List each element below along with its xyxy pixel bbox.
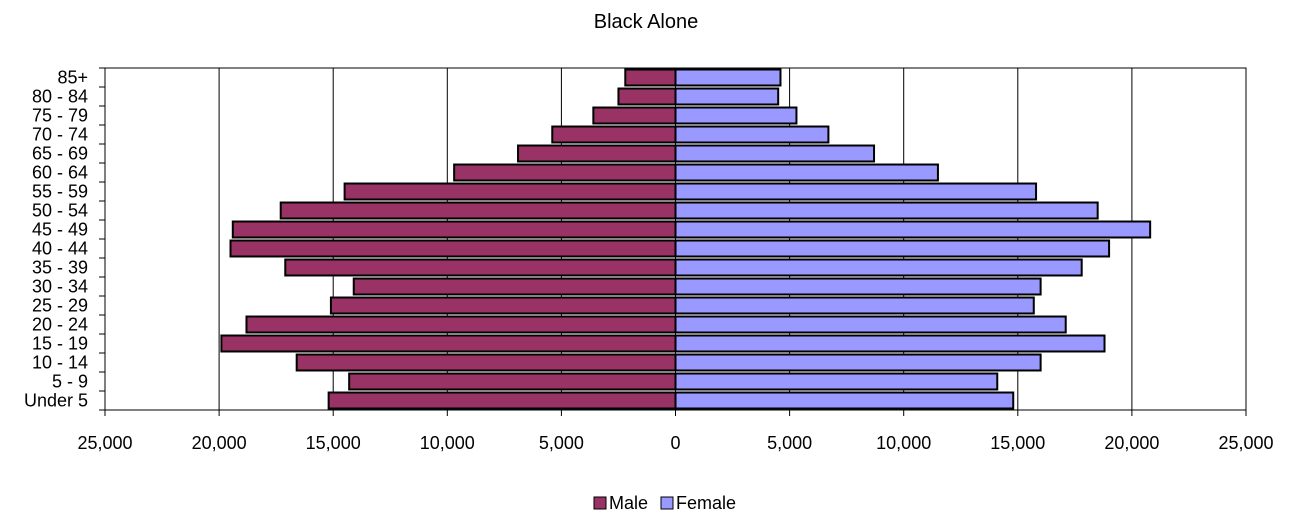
bar-male: [329, 296, 677, 315]
bar-male: [551, 125, 677, 144]
x-tick-label: 10,000: [420, 433, 475, 453]
y-tick-label: 60 - 64: [32, 163, 88, 183]
gridlines: [218, 68, 1133, 410]
x-tick-label: 15,000: [306, 433, 361, 453]
bar-female: [674, 125, 830, 144]
y-tick-label: 5 - 9: [52, 372, 88, 392]
bar-female: [674, 182, 1038, 201]
y-tick-label: 40 - 44: [32, 239, 88, 259]
bar-female: [674, 334, 1106, 353]
y-tick-label: 85+: [57, 68, 88, 88]
y-tick-label: 55 - 59: [32, 182, 88, 202]
bar-male: [617, 87, 677, 106]
bar-female: [674, 296, 1035, 315]
y-tick-label: 25 - 29: [32, 296, 88, 316]
legend-swatch-female: [660, 496, 674, 510]
bars: [220, 68, 1152, 410]
y-tick-label: 20 - 24: [32, 315, 88, 335]
bar-female: [674, 163, 939, 182]
bar-male: [327, 391, 677, 410]
bar-male: [352, 277, 677, 296]
legend: Male Female: [593, 493, 736, 513]
y-tick-label: 10 - 14: [32, 353, 88, 373]
bar-female: [674, 315, 1067, 334]
y-tick-label: 65 - 69: [32, 144, 88, 164]
bar-female: [674, 144, 876, 163]
bar-female: [674, 372, 999, 391]
bar-male: [624, 68, 677, 87]
bar-male: [279, 201, 677, 220]
bar-male: [231, 220, 677, 239]
bar-male: [453, 163, 677, 182]
bar-female: [674, 68, 782, 87]
bar-male: [517, 144, 677, 163]
bar-male: [592, 106, 677, 125]
x-axis-labels: 25,000 20,000 15,000 10,000 5,000 0 5,000 10,00…: [77, 410, 1274, 453]
bar-female: [674, 87, 780, 106]
bar-male: [220, 334, 677, 353]
bar-female: [674, 239, 1111, 258]
bar-male: [343, 182, 677, 201]
y-tick-label: 35 - 39: [32, 258, 88, 278]
x-tick-label: 20,000: [1104, 433, 1159, 453]
x-tick-label: 25,000: [1218, 433, 1273, 453]
x-tick-label: 5,000: [539, 433, 584, 453]
bar-male: [245, 315, 677, 334]
y-tick-label: 80 - 84: [32, 87, 88, 107]
bar-male: [348, 372, 677, 391]
y-tick-label: Under 5: [24, 391, 88, 411]
legend-swatch-male: [593, 496, 607, 510]
y-tick-label: 75 - 79: [32, 106, 88, 126]
bar-male: [284, 258, 677, 277]
y-tick-label: 50 - 54: [32, 201, 88, 221]
legend-label-female: Female: [676, 493, 736, 513]
y-tick-label: 15 - 19: [32, 334, 88, 354]
bar-male: [229, 239, 677, 258]
x-tick-label: 20,000: [192, 433, 247, 453]
bar-female: [674, 353, 1042, 372]
y-tick-label: 45 - 49: [32, 220, 88, 240]
bar-female: [674, 258, 1083, 277]
x-tick-label: 5,000: [767, 433, 812, 453]
x-tick-label: 15,000: [990, 433, 1045, 453]
chart-title: Black Alone: [594, 11, 699, 33]
y-tick-label: 30 - 34: [32, 277, 88, 297]
x-tick-label: 0: [670, 433, 680, 453]
x-tick-label: 10,000: [876, 433, 931, 453]
y-tick-label: 70 - 74: [32, 125, 88, 145]
x-tick-label: 25,000: [77, 433, 132, 453]
bar-female: [674, 220, 1152, 239]
bar-female: [674, 391, 1015, 410]
bar-female: [674, 201, 1099, 220]
bar-female: [674, 106, 798, 125]
bar-male: [295, 353, 677, 372]
legend-label-male: Male: [609, 493, 648, 513]
bar-female: [674, 277, 1042, 296]
